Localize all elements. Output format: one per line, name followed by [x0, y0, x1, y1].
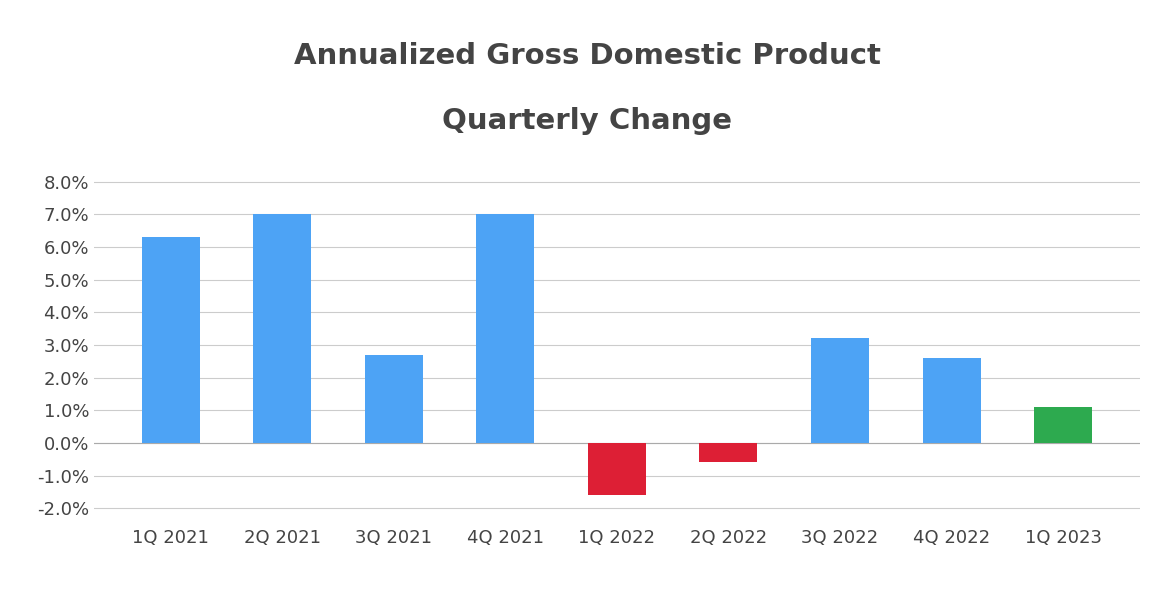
Text: Quarterly Change: Quarterly Change	[443, 107, 732, 135]
Bar	[476, 215, 535, 443]
Bar	[364, 355, 423, 443]
Bar	[141, 237, 200, 443]
Bar	[699, 443, 758, 462]
Bar	[1034, 407, 1093, 443]
Bar	[588, 443, 646, 495]
Bar	[811, 339, 869, 443]
Text: Annualized Gross Domestic Product: Annualized Gross Domestic Product	[294, 42, 881, 70]
Bar	[253, 215, 311, 443]
Bar	[922, 358, 981, 443]
